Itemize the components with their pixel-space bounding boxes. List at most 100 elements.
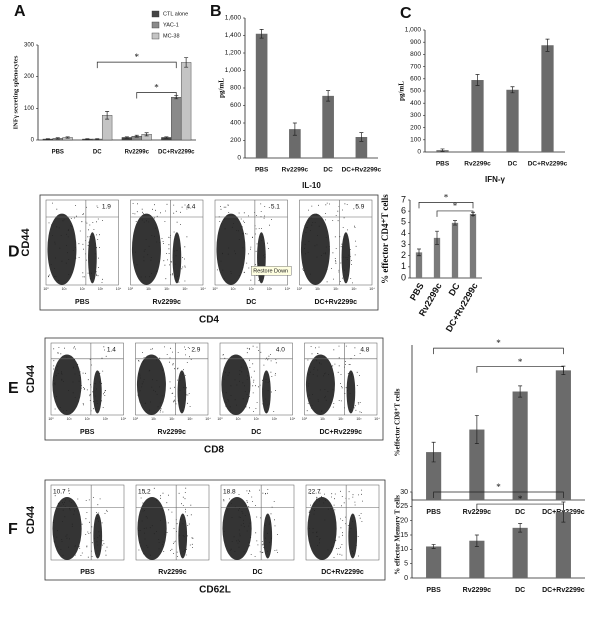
quadrant-value: 18.8 [223,489,236,496]
significance-bracket [476,503,564,511]
flow-y-label: CD44 [25,505,37,534]
bar [512,527,528,578]
flow-tick-label: 10¹ [146,287,152,291]
scatter-dots [308,489,363,558]
x-tick-label: DC+Rv2299c [528,161,568,168]
y-tick-label: 100 [24,106,35,112]
y-axis-label: % effector CD4⁺T cells [380,194,390,284]
bar [433,237,441,278]
flow-tick-label: 10⁴ [374,417,380,421]
flow-tick-label: 10¹ [320,417,326,421]
flow-tick-label: 10⁰ [297,287,303,291]
x-tick-label: DC+Rv2299c [158,150,195,156]
flow-tick-label: 10³ [182,287,188,291]
y-tick-label: 20 [400,518,408,525]
quadrant-value: 22.7 [308,489,321,496]
x-axis-label: IL-10 [302,181,321,190]
scatter-dots [223,489,278,557]
quadrant-value: 10.7 [53,489,66,496]
dot-cloud [222,497,252,560]
tooltip-box [251,266,292,276]
x-tick-label: PBS [436,161,450,168]
y-axis-label: pg/mL [398,81,406,101]
panel-letter: E [8,380,19,397]
scatter-dots [53,346,107,412]
x-tick-label: DC [323,167,333,174]
error-bar [510,86,515,94]
significance-bracket [433,491,564,498]
scatter-dots [306,345,362,413]
error-bar [359,132,364,142]
sample-label: DC+Rv2299c [314,299,357,306]
dot-cloud [221,354,251,416]
y-tick-label: 5 [404,561,408,568]
y-tick-label: 400 [410,100,421,107]
quadrant-value: 4.8 [360,347,369,354]
flow-tick-label: 10³ [351,287,357,291]
dot-cloud [52,354,82,416]
significance-star: * [496,482,501,492]
error-bar [259,29,264,39]
error-bar [292,122,297,136]
flow-tick-label: 10⁰ [212,287,218,291]
flow-tick-label: 10¹ [67,417,73,421]
dot-cloud [305,354,335,416]
legend-label: CTL alone [163,11,188,17]
sample-label: DC [251,429,261,436]
significance-star: * [154,83,159,93]
flow-tick-label: 10⁰ [217,417,223,421]
legend-swatch [151,21,160,29]
x-axis-label: IFN-γ [485,175,506,184]
quadrant-value: 1.4 [107,347,116,354]
y-tick-label: 200 [410,124,421,131]
y-tick-label: 0 [404,575,408,582]
panel-letter: C [400,5,412,22]
y-axis-label: % effector Memory T cells [394,495,402,575]
significance-bracket [96,61,177,69]
flow-tick-label: 10⁰ [43,287,49,291]
panel-letter: D [8,244,20,261]
bar [469,429,485,500]
dot-cloud [263,513,273,559]
y-tick-label: 1,000 [405,27,422,34]
y-axis-label: %effector CD8⁺T cells [394,388,402,456]
y-tick-label: 400 [230,120,241,127]
sample-label: DC [246,299,256,306]
y-tick-label: 6 [401,206,406,216]
flow-tick-label: 10² [338,417,344,421]
x-tick-label: PBS [426,509,441,516]
flow-tick-label: 10³ [187,417,193,421]
flow-tick-label: 10⁴ [116,287,122,291]
y-tick-label: 1,600 [225,15,242,22]
bar [415,252,423,278]
dot-cloud [177,370,187,414]
dot-cloud [47,213,77,285]
y-tick-label: 600 [410,76,421,83]
x-tick-label: DC+Rv2299c [342,167,382,174]
y-tick-label: 1 [401,261,406,271]
y-tick-label: 0 [401,272,406,282]
bar [469,540,485,578]
dot-cloud [52,497,82,560]
dot-cloud [131,213,161,285]
bar [512,391,528,500]
legend-label: YAC-1 [163,22,179,28]
significance-star: * [453,201,458,211]
flow-tick-label: 10¹ [231,287,237,291]
sample-label: PBS [80,569,95,576]
panel-letter: B [210,3,222,20]
quadrant-value: 5.9 [355,204,364,211]
significance-bracket [136,92,177,99]
x-tick-label: PBS [255,167,269,174]
quadrant-value: 15.2 [138,489,151,496]
scatter-dots [137,346,192,413]
dot-cloud [172,232,182,284]
dot-cloud [307,497,337,560]
error-bar [453,220,457,226]
dot-cloud [137,497,167,560]
flow-tick-label: 10⁰ [48,417,54,421]
flow-frame [44,479,386,581]
flow-tick-label: 10² [85,417,91,421]
flow-tick-label: 10⁴ [205,417,211,421]
y-tick-label: 3 [401,239,406,249]
